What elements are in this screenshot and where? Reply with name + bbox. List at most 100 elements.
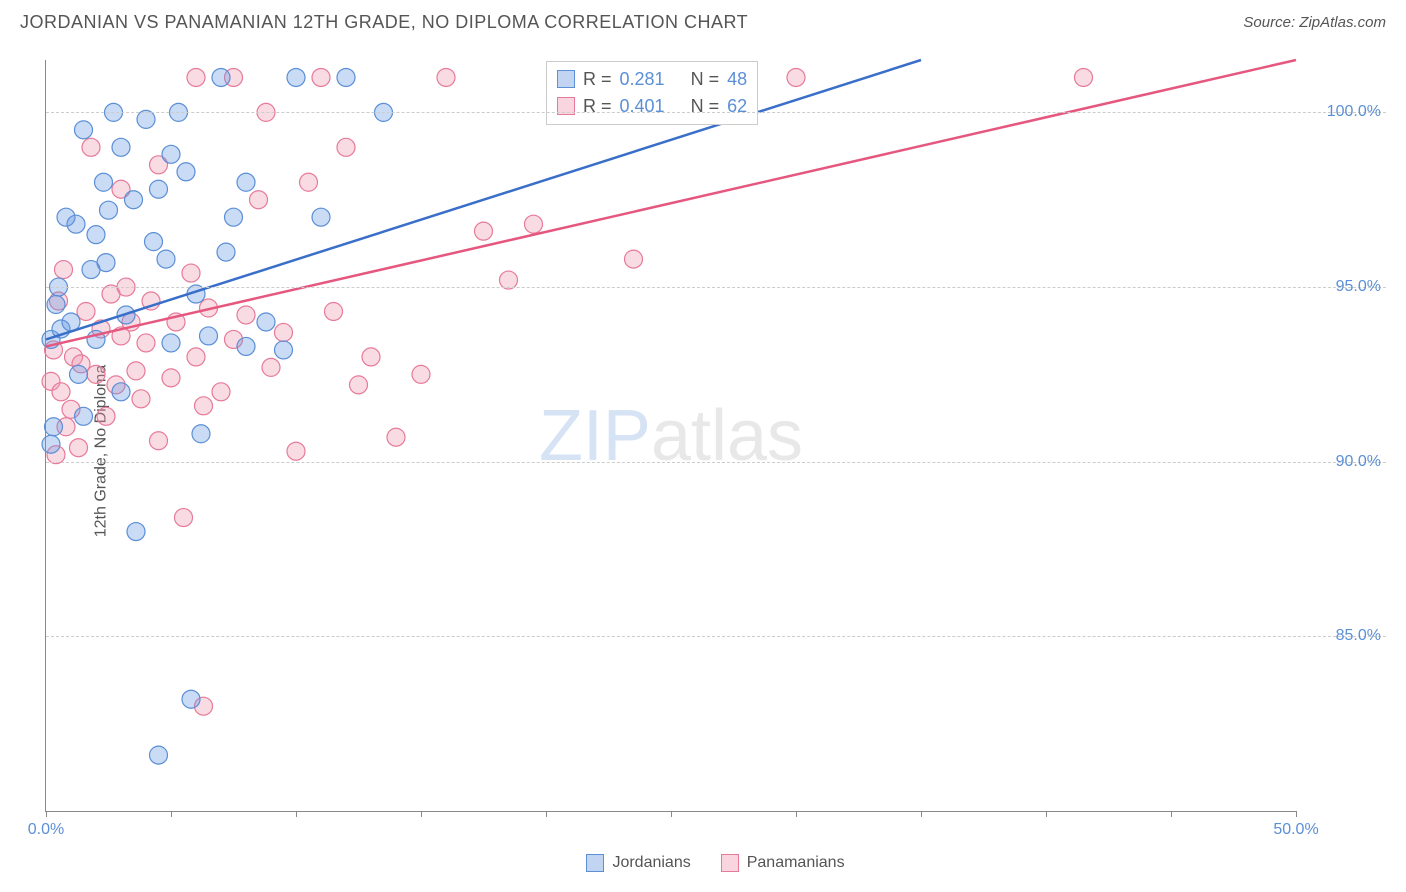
point-panamanian <box>87 365 105 383</box>
stats-n-value: 62 <box>727 93 747 120</box>
point-jordanian <box>45 418 63 436</box>
point-panamanian <box>475 222 493 240</box>
point-panamanian <box>150 432 168 450</box>
y-tick-label: 100.0% <box>1327 103 1381 121</box>
point-jordanian <box>182 690 200 708</box>
stats-r-value: 0.401 <box>620 93 665 120</box>
point-panamanian <box>70 439 88 457</box>
point-jordanian <box>162 145 180 163</box>
x-tick-mark <box>421 811 422 817</box>
point-panamanian <box>787 68 805 86</box>
stats-row: R =0.281 N =48 <box>557 66 747 93</box>
point-jordanian <box>177 163 195 181</box>
point-panamanian <box>187 348 205 366</box>
point-jordanian <box>42 435 60 453</box>
source-label: Source: <box>1243 14 1299 31</box>
point-jordanian <box>100 201 118 219</box>
point-jordanian <box>150 746 168 764</box>
chart-header: JORDANIAN VS PANAMANIAN 12TH GRADE, NO D… <box>0 0 1406 41</box>
stats-swatch-icon <box>557 70 575 88</box>
point-jordanian <box>157 250 175 268</box>
point-panamanian <box>325 302 343 320</box>
stats-box: R =0.281 N =48R = 0.401 N = 62 <box>546 61 758 125</box>
point-panamanian <box>137 334 155 352</box>
point-jordanian <box>257 313 275 331</box>
x-tick-mark <box>671 811 672 817</box>
legend-item: Jordanians <box>586 854 690 872</box>
point-jordanian <box>217 243 235 261</box>
x-tick-mark <box>546 811 547 817</box>
x-tick-mark <box>1296 811 1297 817</box>
point-panamanian <box>437 68 455 86</box>
point-panamanian <box>82 138 100 156</box>
point-panamanian <box>412 365 430 383</box>
point-panamanian <box>312 68 330 86</box>
y-tick-label: 85.0% <box>1336 627 1381 645</box>
point-jordanian <box>75 407 93 425</box>
stats-r-label: R = <box>583 66 612 93</box>
point-panamanian <box>212 383 230 401</box>
x-tick-mark <box>921 811 922 817</box>
point-jordanian <box>312 208 330 226</box>
stats-n-label: N = <box>691 66 720 93</box>
point-jordanian <box>112 383 130 401</box>
point-jordanian <box>225 208 243 226</box>
x-tick-mark <box>1046 811 1047 817</box>
point-panamanian <box>287 442 305 460</box>
point-panamanian <box>237 306 255 324</box>
stats-row: R =0.401 N =62 <box>557 93 747 120</box>
bottom-legend: Jordanians Panamanians <box>45 854 1386 872</box>
source-citation: Source: ZipAtlas.com <box>1243 14 1386 31</box>
point-jordanian <box>97 254 115 272</box>
x-tick-label: 50.0% <box>1273 821 1318 839</box>
point-jordanian <box>237 337 255 355</box>
gridline <box>46 636 1386 637</box>
chart-title: JORDANIAN VS PANAMANIAN 12TH GRADE, NO D… <box>20 12 748 33</box>
point-panamanian <box>300 173 318 191</box>
y-tick-label: 90.0% <box>1336 453 1381 471</box>
x-tick-label: 0.0% <box>28 821 64 839</box>
point-jordanian <box>162 334 180 352</box>
point-panamanian <box>262 358 280 376</box>
point-panamanian <box>337 138 355 156</box>
point-jordanian <box>87 226 105 244</box>
point-jordanian <box>275 341 293 359</box>
x-tick-mark <box>171 811 172 817</box>
point-panamanian <box>132 390 150 408</box>
source-name: ZipAtlas.com <box>1299 14 1386 31</box>
point-panamanian <box>127 362 145 380</box>
point-panamanian <box>625 250 643 268</box>
gridline <box>46 112 1386 113</box>
legend-swatch-icon <box>721 854 739 872</box>
point-panamanian <box>182 264 200 282</box>
point-jordanian <box>125 191 143 209</box>
stats-n-label: N = <box>691 93 720 120</box>
point-jordanian <box>95 173 113 191</box>
legend-swatch-icon <box>586 854 604 872</box>
legend-label: Jordanians <box>612 854 690 872</box>
point-jordanian <box>47 296 65 314</box>
x-tick-mark <box>46 811 47 817</box>
chart-area: 12th Grade, No Diploma ZIPatlas R =0.281… <box>45 60 1386 842</box>
point-jordanian <box>145 233 163 251</box>
x-tick-mark <box>796 811 797 817</box>
point-panamanian <box>52 383 70 401</box>
point-panamanian <box>162 369 180 387</box>
point-jordanian <box>287 68 305 86</box>
point-panamanian <box>387 428 405 446</box>
point-panamanian <box>250 191 268 209</box>
point-jordanian <box>150 180 168 198</box>
x-tick-mark <box>1171 811 1172 817</box>
scatter-svg <box>46 60 1296 811</box>
point-jordanian <box>127 523 145 541</box>
trend-line-jordanian <box>46 60 921 339</box>
plot-region: ZIPatlas R =0.281 N =48R =0.401 N =62 85… <box>45 60 1296 812</box>
point-jordanian <box>75 121 93 139</box>
point-panamanian <box>77 302 95 320</box>
gridline <box>46 462 1386 463</box>
gridline <box>46 287 1386 288</box>
point-panamanian <box>350 376 368 394</box>
point-jordanian <box>70 365 88 383</box>
legend-label: Panamanians <box>747 854 845 872</box>
point-jordanian <box>67 215 85 233</box>
